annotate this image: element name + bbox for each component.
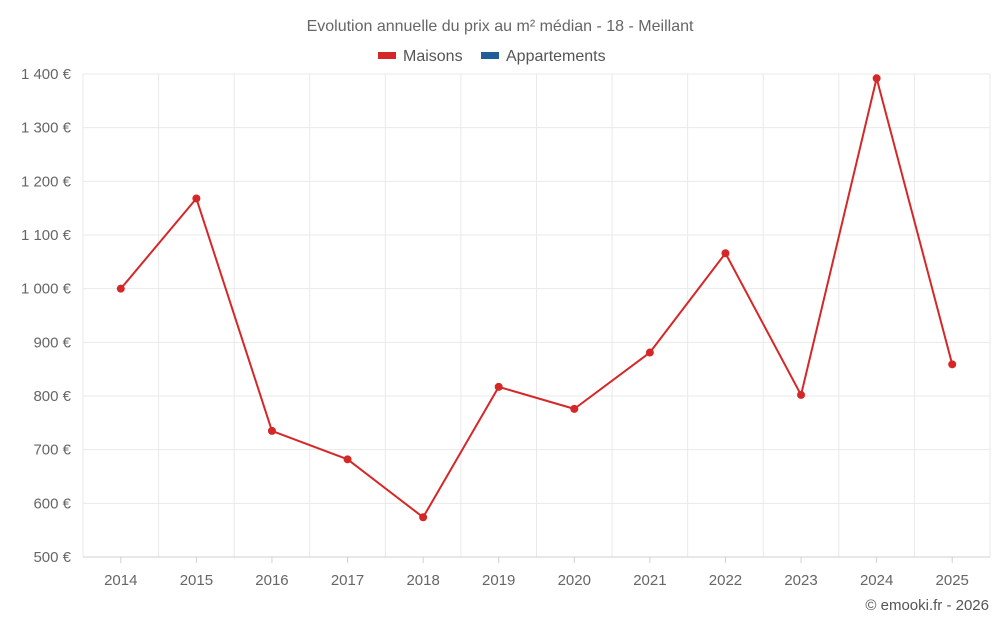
series-maisons bbox=[116, 74, 957, 522]
data-point-maisons[interactable] bbox=[645, 348, 654, 357]
y-tick-label: 700 € bbox=[33, 442, 71, 459]
data-point-maisons[interactable] bbox=[116, 284, 125, 293]
legend-item-maisons[interactable]: Maisons bbox=[378, 48, 463, 65]
series-line-maisons bbox=[120, 77, 954, 519]
y-tick-label: 900 € bbox=[33, 334, 71, 351]
y-tick-label: 600 € bbox=[33, 495, 71, 512]
x-tick-label: 2015 bbox=[180, 572, 213, 589]
y-tick-label: 1 000 € bbox=[21, 281, 72, 298]
x-tick-label: 2018 bbox=[406, 572, 439, 589]
data-point-maisons[interactable] bbox=[570, 404, 579, 413]
data-point-maisons[interactable] bbox=[872, 74, 881, 83]
y-tick-label: 500 € bbox=[33, 549, 71, 566]
credit: © emooki.fr - 2026 bbox=[865, 597, 989, 614]
x-tick-label: 2017 bbox=[331, 572, 364, 589]
legend-item-appartements[interactable]: Appartements bbox=[481, 48, 606, 65]
x-tick-label: 2023 bbox=[784, 572, 817, 589]
data-point-maisons[interactable] bbox=[797, 390, 806, 399]
data-point-maisons[interactable] bbox=[721, 249, 730, 258]
x-tick-label: 2021 bbox=[633, 572, 666, 589]
x-tick-label: 2025 bbox=[936, 572, 969, 589]
y-tick-label: 1 400 € bbox=[21, 66, 72, 83]
x-tick-label: 2016 bbox=[255, 572, 288, 589]
y-tick-label: 800 € bbox=[33, 388, 71, 405]
legend-label-appartements: Appartements bbox=[506, 48, 606, 65]
x-tick-label: 2019 bbox=[482, 572, 515, 589]
legend-label-maisons: Maisons bbox=[403, 48, 463, 65]
data-point-maisons[interactable] bbox=[192, 194, 201, 203]
x-tick-label: 2022 bbox=[709, 572, 742, 589]
legend-swatch-maisons bbox=[378, 52, 396, 59]
x-tick-label: 2014 bbox=[104, 572, 137, 589]
data-point-maisons[interactable] bbox=[419, 513, 428, 522]
x-tick-label: 2024 bbox=[860, 572, 893, 589]
x-tick-label: 2020 bbox=[558, 572, 591, 589]
chart-title: Evolution annuelle du prix au m² médian … bbox=[307, 18, 694, 35]
legend: Maisons Appartements bbox=[378, 48, 606, 65]
data-point-maisons[interactable] bbox=[494, 382, 503, 391]
y-axis: 500 € 600 € 700 € 800 € 900 € 1 000 € 1 100 € 1… bbox=[21, 66, 72, 566]
data-point-maisons[interactable] bbox=[343, 455, 352, 464]
legend-swatch-appartements bbox=[481, 52, 499, 59]
grid bbox=[82, 73, 991, 557]
data-point-maisons[interactable] bbox=[948, 360, 957, 369]
y-tick-label: 1 300 € bbox=[21, 120, 72, 137]
data-point-maisons[interactable] bbox=[267, 426, 276, 435]
y-tick-label: 1 200 € bbox=[21, 173, 72, 190]
x-axis: 2014 2015 2016 2017 2018 2019 2020 2021 2022 2023… bbox=[83, 556, 990, 589]
y-tick-label: 1 100 € bbox=[21, 227, 72, 244]
